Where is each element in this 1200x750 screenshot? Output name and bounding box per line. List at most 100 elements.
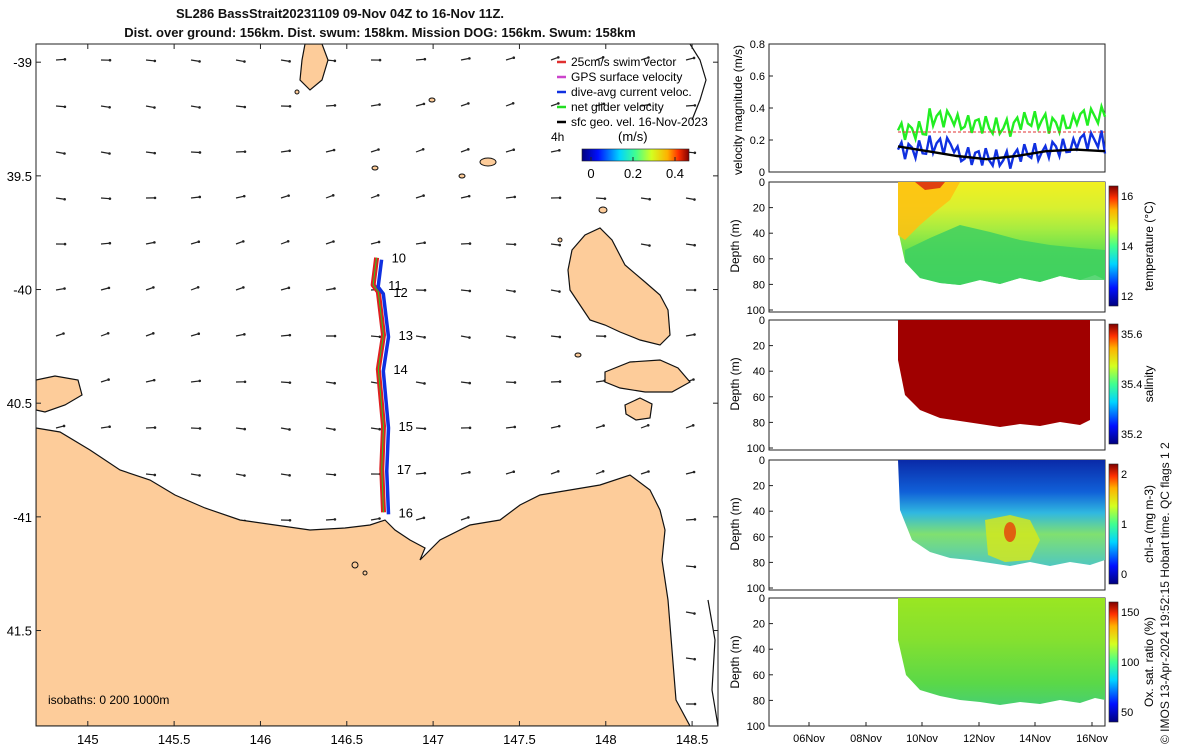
colorbar-tick-label: 0.2 [624, 166, 642, 181]
depth-tick-label: 60 [753, 532, 765, 544]
current-arrow-head [62, 424, 66, 428]
depth-tick-label: 100 [747, 305, 765, 317]
glider-day-label: 16 [398, 505, 412, 520]
current-arrow-head [106, 331, 110, 335]
current-arrow-head [513, 290, 516, 293]
current-arrow [235, 473, 245, 477]
current-arrow-head [691, 424, 695, 427]
current-arrow-head [241, 240, 245, 243]
map-lat-tick-label: -40 [13, 283, 32, 298]
current-arrow-head [558, 196, 562, 200]
current-arrow-head [693, 518, 697, 521]
current-arrow-head [198, 427, 202, 430]
legend-label: dive-avg current veloc. [571, 85, 692, 99]
current-arrow [370, 103, 380, 107]
glider-day-label: 11 [388, 278, 402, 293]
current-arrow-head [332, 148, 336, 152]
current-arrow-head [63, 287, 66, 290]
current-arrow-head [513, 195, 517, 199]
chla-colorbar-tick: 1 [1121, 519, 1127, 531]
map-lat-tick-label: 40.5 [7, 396, 32, 411]
current-arrow [505, 196, 515, 199]
current-arrow-head [693, 565, 697, 569]
current-arrow-head [242, 286, 245, 289]
current-arrow-head [468, 289, 472, 293]
chla-colorbar-label: chl-a (mg m-3) [1142, 485, 1156, 563]
velocity-ytick-label: 0.4 [750, 103, 765, 115]
current-arrow-head [603, 197, 607, 200]
depth-tick-label: 0 [759, 177, 765, 189]
current-arrow-head [558, 335, 562, 339]
current-arrow-head [693, 198, 696, 201]
current-arrow [505, 471, 514, 475]
current-arrow-head [63, 105, 67, 109]
current-arrow-head [378, 517, 381, 520]
time-tick-label: 14Nov [1019, 733, 1051, 745]
current-arrow-head [198, 60, 201, 63]
current-arrow [55, 197, 65, 200]
current-arrow-head [692, 378, 695, 381]
oxygen-colorbar [1108, 601, 1119, 723]
current-arrow-head [513, 336, 516, 339]
current-arrow [325, 240, 334, 245]
current-arrow [325, 427, 335, 431]
current-arrow [685, 197, 695, 201]
current-arrow-head [243, 150, 247, 153]
tasmania-east-coast [707, 599, 718, 726]
current-arrow [595, 103, 605, 107]
current-arrow-head [602, 102, 606, 106]
current-arrow-head [198, 379, 202, 383]
current-arrow [685, 104, 695, 107]
depth-tick-label: 20 [753, 341, 765, 353]
current-arrow-head [108, 58, 112, 62]
current-arrow [550, 149, 560, 153]
colorbar-tick-label: 0.4 [666, 166, 684, 181]
current-arrow [370, 427, 380, 430]
current-arrow [640, 103, 650, 107]
chla-peak [1004, 522, 1016, 542]
current-arrow-head [198, 474, 201, 477]
current-arrow [325, 287, 335, 291]
map-lon-tick-label: 145 [77, 732, 99, 747]
current-arrow-head [63, 242, 67, 246]
current-arrow [55, 151, 65, 155]
current-arrow-head [468, 471, 471, 474]
chla-colorbar-tick: 2 [1121, 469, 1127, 481]
current-arrow [550, 425, 560, 429]
depth-tick-label: 60 [753, 670, 765, 682]
current-arrow-head [421, 147, 425, 151]
glider-day-label: 13 [398, 328, 412, 343]
current-arrow [190, 241, 199, 245]
current-arrow-head [376, 194, 380, 197]
velocity-ytick-label: 0.6 [750, 71, 765, 83]
current-arrow [685, 657, 695, 660]
current-arrow-head [512, 148, 516, 152]
current-arrow-head [377, 148, 380, 151]
current-arrow-head [693, 333, 696, 336]
current-arrow [370, 148, 379, 153]
current-arrow [460, 57, 470, 61]
current-arrow-head [152, 378, 156, 382]
current-arrow-head [601, 469, 605, 473]
current-arrow-head [693, 702, 697, 706]
current-arrow [145, 286, 154, 291]
current-arrow-head [422, 194, 425, 197]
current-arrow [640, 197, 650, 200]
map-lon-tick-label: 146 [250, 732, 272, 747]
current-arrow [460, 471, 470, 475]
current-arrow-head [423, 57, 427, 61]
temperature-colorbar [1108, 185, 1119, 307]
wilsons-prom [299, 44, 329, 91]
glider-day-label: 14 [393, 362, 407, 377]
temperature-warm-layer [898, 182, 960, 240]
time-tick-label: 06Nov [793, 733, 825, 745]
temperature-colorbar-tick: 16 [1121, 191, 1133, 203]
current-arrow-head [468, 381, 472, 385]
current-arrow-head [153, 151, 157, 155]
current-arrow-head [151, 332, 155, 335]
current-arrow-head [693, 243, 696, 247]
